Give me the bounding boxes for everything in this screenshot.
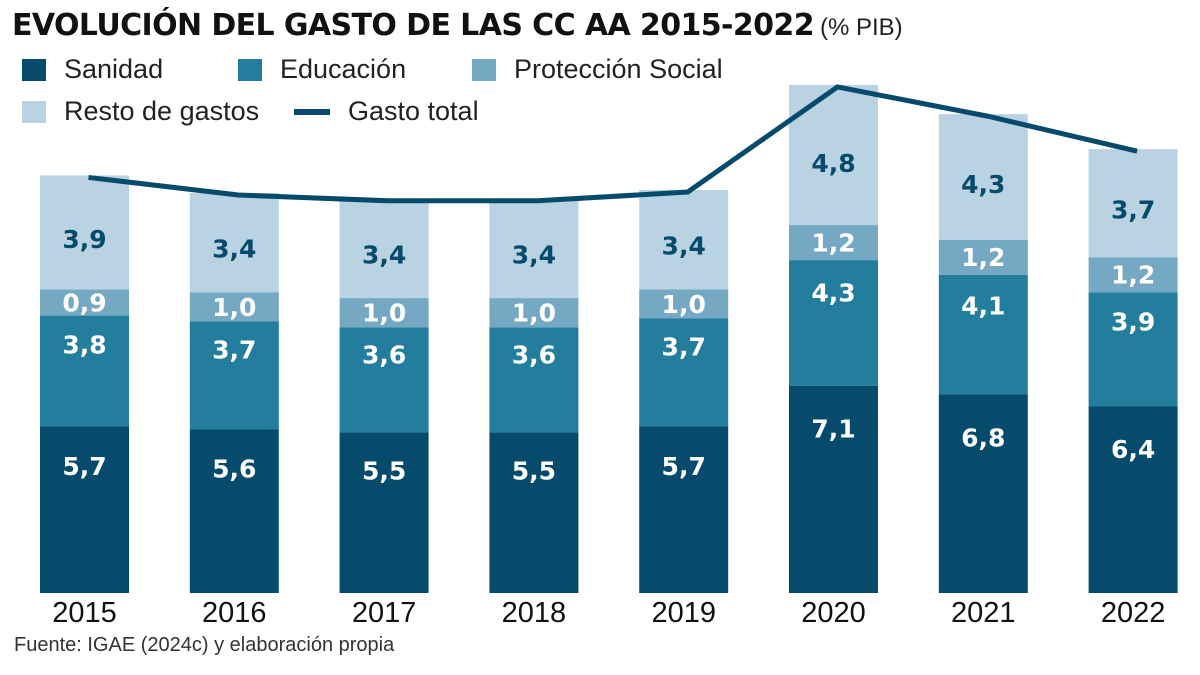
legend-swatch-resto-de-gastos [22, 100, 46, 123]
bar-segment-resto-de-gastos-2018 [489, 198, 579, 299]
x-tick-label-2022: 2022 [1101, 597, 1166, 629]
line-gasto-total [88, 84, 1138, 204]
x-tick-label-2015: 2015 [52, 597, 117, 629]
bar-segment-resto-de-gastos-2017 [339, 198, 429, 299]
chart-title-unit: (% PIB) [819, 14, 903, 41]
data-label-resto-de-gastos-2018: 3,4 [512, 240, 556, 269]
bar-segment-educacion-2015 [40, 315, 129, 427]
data-label-educacion-2015: 3,8 [62, 330, 106, 359]
bar-segment-proteccion-social-2018 [489, 298, 579, 328]
bar-segment-resto-de-gastos-2015 [40, 175, 129, 290]
data-label-proteccion-social-2018: 1,0 [512, 299, 556, 328]
data-label-proteccion-social-2019: 1,0 [662, 290, 706, 319]
x-tick-label-2016: 2016 [202, 597, 267, 629]
data-label-sanidad-2021: 6,8 [961, 423, 1005, 452]
bar-segment-educacion-2020 [789, 260, 878, 386]
bar-segment-educacion-2018 [489, 327, 579, 433]
legend-swatch-educacion [238, 58, 262, 81]
bar-segment-proteccion-social-2015 [40, 289, 129, 316]
legend-swatch-proteccion-social [472, 58, 496, 81]
data-label-educacion-2016: 3,7 [212, 335, 256, 364]
bar-segment-resto-de-gastos-2016 [189, 192, 279, 293]
bar-segment-sanidad-2015 [40, 426, 129, 593]
data-label-educacion-2022: 3,9 [1111, 308, 1155, 337]
bar-segment-proteccion-social-2022 [1088, 257, 1178, 293]
data-label-proteccion-social-2015: 0,9 [62, 288, 106, 317]
x-tick-label-2018: 2018 [502, 597, 567, 629]
data-label-resto-de-gastos-2020: 4,8 [811, 149, 855, 178]
bar-segment-proteccion-social-2017 [339, 298, 429, 328]
bar-segment-sanidad-2022 [1088, 406, 1178, 593]
data-label-educacion-2021: 4,1 [961, 292, 1005, 321]
legend-item-educacion: Educación [238, 54, 406, 85]
bar-segment-sanidad-2021 [938, 394, 1028, 593]
bar-segment-proteccion-social-2021 [938, 239, 1028, 275]
chart-title-main: EVOLUCIÓN DEL GASTO DE LAS CC AA 2015-20… [12, 8, 815, 43]
bar-segment-educacion-2022 [1088, 292, 1178, 407]
data-label-resto-de-gastos-2021: 4,3 [961, 170, 1005, 199]
data-label-proteccion-social-2021: 1,2 [961, 243, 1005, 272]
source-note: Fuente: IGAE (2024c) y elaboración propi… [14, 634, 395, 656]
legend-label-resto-de-gastos: Resto de gastos [64, 96, 260, 126]
x-tick-label-2020: 2020 [801, 597, 866, 629]
data-label-resto-de-gastos-2017: 3,4 [362, 240, 406, 269]
data-label-resto-de-gastos-2022: 3,7 [1111, 196, 1155, 225]
bar-segment-resto-de-gastos-2021 [938, 114, 1028, 240]
data-label-educacion-2019: 3,7 [662, 333, 706, 362]
legend-item-resto-de-gastos: Resto de gastos [22, 96, 259, 127]
data-label-proteccion-social-2017: 1,0 [362, 299, 406, 328]
bar-segment-educacion-2016 [189, 321, 279, 430]
bar-segment-resto-de-gastos-2022 [1088, 149, 1178, 258]
data-label-resto-de-gastos-2019: 3,4 [662, 232, 706, 261]
data-label-resto-de-gastos-2016: 3,4 [212, 235, 256, 264]
chart-title: EVOLUCIÓN DEL GASTO DE LAS CC AA 2015-20… [12, 8, 903, 43]
data-label-proteccion-social-2020: 1,2 [811, 229, 855, 258]
bar-segment-sanidad-2017 [339, 432, 429, 593]
bar-segment-educacion-2021 [938, 274, 1028, 395]
legend-label-gasto-total: Gasto total [348, 96, 479, 126]
data-label-proteccion-social-2016: 1,0 [212, 293, 256, 322]
data-label-educacion-2020: 4,3 [811, 279, 855, 308]
x-tick-label-2019: 2019 [651, 597, 716, 629]
x-tick-label-2021: 2021 [951, 597, 1016, 629]
bar-segment-proteccion-social-2019 [639, 289, 729, 319]
data-label-educacion-2017: 3,6 [362, 341, 406, 370]
data-label-resto-de-gastos-2015: 3,9 [62, 225, 106, 254]
bar-segment-proteccion-social-2016 [189, 292, 279, 322]
legend-swatch-sanidad [22, 58, 46, 81]
bar-segment-educacion-2017 [339, 327, 429, 433]
data-label-educacion-2018: 3,6 [512, 341, 556, 370]
data-label-sanidad-2017: 5,5 [362, 457, 406, 486]
data-label-sanidad-2020: 7,1 [811, 415, 855, 444]
legend-item-proteccion-social: Protección Social [472, 54, 723, 85]
bar-segment-sanidad-2016 [189, 429, 279, 593]
data-label-sanidad-2016: 5,6 [212, 454, 256, 483]
bar-segment-resto-de-gastos-2019 [639, 190, 729, 290]
bar-segment-sanidad-2020 [789, 385, 878, 593]
legend-item-sanidad: Sanidad [22, 54, 163, 85]
x-tick-label-2017: 2017 [352, 597, 417, 629]
data-label-sanidad-2022: 6,4 [1111, 435, 1155, 464]
bar-segment-proteccion-social-2020 [789, 225, 878, 261]
bar-segment-sanidad-2018 [489, 432, 579, 593]
legend-label-sanidad: Sanidad [64, 54, 164, 84]
data-label-sanidad-2018: 5,5 [512, 457, 556, 486]
data-label-sanidad-2015: 5,7 [62, 452, 106, 481]
legend-label-proteccion-social: Protección Social [514, 54, 723, 84]
legend-item-gasto-total: Gasto total [294, 96, 479, 127]
data-label-sanidad-2019: 5,7 [662, 452, 706, 481]
legend-label-educacion: Educación [280, 54, 407, 84]
legend-line-gasto-total [294, 108, 330, 115]
bar-segment-educacion-2019 [639, 318, 729, 427]
data-label-proteccion-social-2022: 1,2 [1111, 261, 1155, 290]
bar-segment-sanidad-2019 [639, 426, 729, 593]
